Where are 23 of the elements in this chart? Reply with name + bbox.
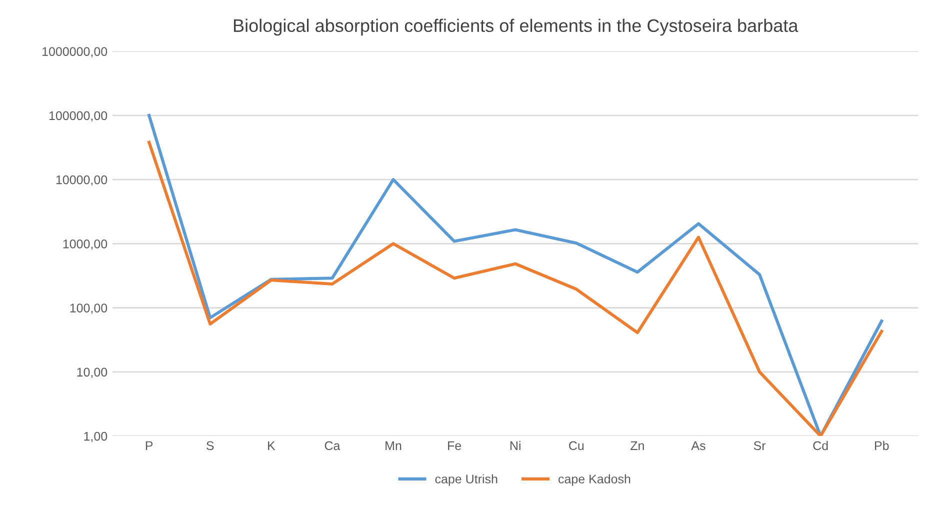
x-tick-label: Zn: [630, 441, 644, 450]
x-tick-label: Ca: [324, 441, 340, 450]
x-tick-label: As: [691, 441, 706, 450]
x-tick-label: Sr: [754, 441, 766, 450]
y-tick-label: 100,00: [70, 304, 108, 314]
x-tick-label: Cd: [813, 440, 828, 450]
y-tick-label: 100000,00: [49, 111, 108, 122]
legend-label: cape Kadosh: [558, 474, 630, 486]
x-tick-label: Pb: [875, 440, 889, 450]
y-tick-label: 10,00: [77, 368, 108, 378]
y-tick-label: 1000,00: [63, 239, 108, 250]
chart-title: Biological absorption coefficients of elements in the Cystoseira barbata: [234, 18, 798, 36]
legend-label: cape Utrish: [435, 474, 498, 486]
x-tick-label: Fe: [448, 441, 462, 450]
x-tick-label: S: [206, 441, 214, 450]
y-tick-label: 10000,00: [56, 175, 108, 186]
x-tick-label: Ni: [510, 440, 520, 450]
y-tick-label: 1000000,00: [42, 47, 108, 58]
x-tick-label: Cu: [569, 441, 584, 450]
y-tick-label: 1,00: [84, 432, 108, 442]
x-tick-label: K: [268, 441, 276, 450]
x-tick-label: P: [146, 441, 153, 450]
x-tick-label: Mn: [386, 441, 402, 450]
